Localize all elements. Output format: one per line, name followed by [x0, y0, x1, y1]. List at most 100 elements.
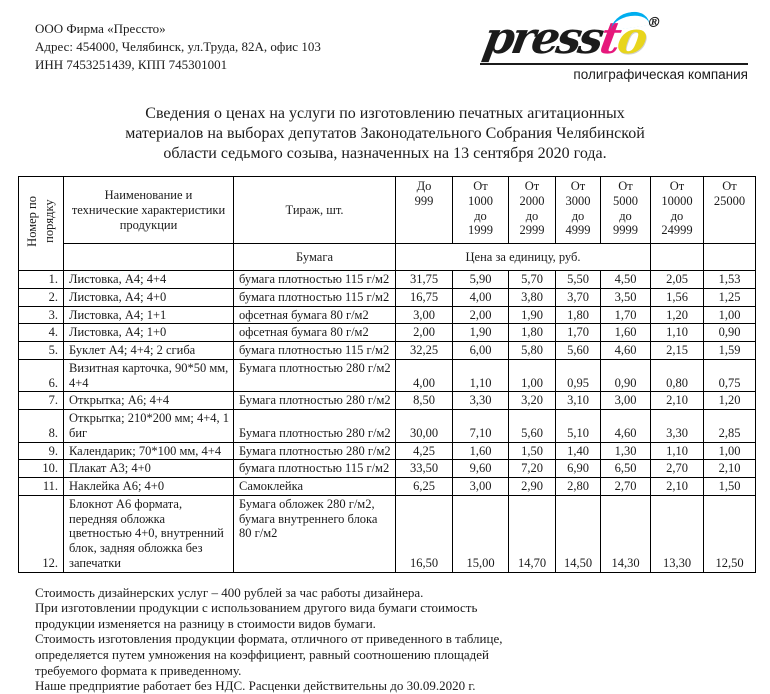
price-cell: 3,00 [600, 391, 651, 411]
note-line: При изготовлении продукции с использован… [35, 600, 478, 616]
header-empty-cell [703, 243, 756, 272]
product-name-cell: Открытка; 210*200 мм; 4+4, 1 биг [63, 409, 234, 443]
price-cell: 3,70 [555, 287, 601, 307]
price-cell: 5,90 [452, 270, 509, 289]
note-line: продукции изменяется на разницу в стоимо… [35, 615, 376, 631]
price-cell: 1,20 [650, 305, 704, 325]
price-cell: 0,75 [703, 358, 756, 393]
note-line: Стоимость изготовления продукции формата… [35, 631, 503, 647]
price-cell: 1,20 [703, 391, 756, 411]
document-title: Сведения о ценах на услуги по изготовлен… [125, 105, 645, 163]
price-table-head: Номер по порядку Наименование и техничес… [18, 176, 756, 272]
price-cell: 7,20 [508, 459, 556, 479]
price-cell: 0,90 [600, 358, 651, 393]
price-cell: 12,50 [703, 494, 756, 573]
product-name-cell: Листовка, А4; 4+4 [63, 270, 234, 289]
header-empty-cell [63, 243, 234, 272]
price-cell: 3,20 [508, 391, 556, 411]
logo-text-black: press [479, 13, 606, 64]
paper-type-cell: бумага плотностью 115 г/м2 [233, 270, 396, 289]
price-cell: 1,00 [703, 441, 756, 461]
price-cell: 1,90 [508, 305, 556, 325]
note-line: определяется путем умножения на коэффици… [35, 647, 489, 663]
company-logo: pressto® полиграфическая компания [480, 9, 748, 83]
logo-wordmark: pressto® [476, 9, 752, 64]
price-cell: 1,70 [555, 323, 601, 343]
row-number-cell: 1. [18, 270, 64, 289]
row-number-cell: 11. [18, 477, 64, 496]
price-cell: 5,60 [508, 409, 556, 443]
price-cell: 2,15 [650, 341, 704, 360]
document-header: ООО Фирма «Прессто» Адрес: 454000, Челяб… [0, 9, 770, 83]
price-cell: 4,00 [452, 287, 509, 307]
price-cell: 1,50 [703, 477, 756, 496]
paper-type-cell: бумага плотностью 115 г/м2 [233, 287, 396, 307]
price-cell: 14,50 [555, 494, 601, 573]
price-cell: 2,70 [600, 477, 651, 496]
table-row: 1. Листовка, А4; 4+4 бумага плотностью 115… [18, 270, 756, 289]
price-cell: 1,60 [600, 323, 651, 343]
note-line: Наше предприятие работает без НДС. Расце… [35, 678, 476, 694]
column-header-tirage: Тираж, шт. [233, 176, 396, 245]
product-name-cell: Визитная карточка, 90*50 мм, 4+4 [63, 358, 234, 393]
price-cell: 16,75 [395, 287, 453, 307]
price-cell: 1,60 [452, 441, 509, 461]
company-inn-kpp: ИНН 7453251439, КПП 745301001 [35, 57, 228, 73]
price-cell: 1,50 [508, 441, 556, 461]
price-cell: 1,30 [600, 441, 651, 461]
paper-type-cell: Бумага обложек 280 г/м2, бумага внутренн… [233, 494, 396, 573]
price-cell: 7,10 [452, 409, 509, 443]
price-cell: 6,00 [452, 341, 509, 360]
paper-type-cell: Самоклейка [233, 477, 396, 496]
price-cell: 1,10 [650, 323, 704, 343]
table-row: 9. Календарик; 70*100 мм, 4+4 Бумага плотн… [18, 441, 756, 461]
company-name: ООО Фирма «Прессто» [35, 21, 166, 36]
tier-range-header: От 2000 до 2999 [508, 176, 556, 245]
product-name-cell: Блокнот А6 формата, передняя обложка цве… [63, 494, 234, 573]
tier-range-header: От 3000 до 4999 [555, 176, 601, 245]
price-cell: 31,75 [395, 270, 453, 289]
price-cell: 33,50 [395, 459, 453, 479]
paper-type-cell: Бумага плотностью 280 г/м2 [233, 358, 396, 393]
tier-range-header: От 25000 [703, 176, 756, 245]
paper-type-cell: офсетная бумага 80 г/м2 [233, 323, 396, 343]
header-row-1: Номер по порядку Наименование и техничес… [18, 176, 756, 272]
column-header-paper: Бумага [233, 243, 396, 272]
price-cell: 2,90 [508, 477, 556, 496]
price-cell: 5,70 [508, 270, 556, 289]
paper-type-cell: бумага плотностью 115 г/м2 [233, 341, 396, 360]
price-cell: 1,10 [650, 441, 704, 461]
price-cell: 1,90 [452, 323, 509, 343]
column-header-number: Номер по порядку [18, 176, 64, 272]
price-cell: 1,53 [703, 270, 756, 289]
price-cell: 2,00 [395, 323, 453, 343]
note-line: требуемого формата к приведенному. [35, 662, 242, 678]
product-name-cell: Наклейка А6; 4+0 [63, 477, 234, 496]
paper-type-cell: Бумага плотностью 280 г/м2 [233, 441, 396, 461]
product-name-cell: Открытка; А6; 4+4 [63, 391, 234, 411]
table-row: 5. Буклет А4; 4+4; 2 сгиба бумага плотност… [18, 341, 756, 360]
paper-type-cell: бумага плотностью 115 г/м2 [233, 459, 396, 479]
table-row: 12. Блокнот А6 формата, передняя обложка … [18, 494, 756, 573]
price-cell: 4,25 [395, 441, 453, 461]
price-unit-note: Цена за единицу, руб. [395, 243, 651, 272]
price-cell: 1,00 [703, 305, 756, 325]
price-cell: 5,60 [555, 341, 601, 360]
row-number-cell: 2. [18, 287, 64, 307]
price-table-body: 1. Листовка, А4; 4+4 бумага плотностью 115… [18, 270, 756, 573]
table-row: 6. Визитная карточка, 90*50 мм, 4+4 Бумага… [18, 358, 756, 393]
price-cell: 14,30 [600, 494, 651, 573]
company-address: Адрес: 454000, Челябинск, ул.Труда, 82А,… [35, 39, 321, 55]
price-cell: 0,90 [703, 323, 756, 343]
logo-tagline: полиграфическая компания [573, 67, 748, 83]
row-number-cell: 7. [18, 391, 64, 411]
price-cell: 3,00 [452, 477, 509, 496]
row-number-cell: 6. [18, 358, 64, 393]
price-cell: 6,50 [600, 459, 651, 479]
price-cell: 9,60 [452, 459, 509, 479]
price-cell: 2,05 [650, 270, 704, 289]
price-cell: 2,80 [555, 477, 601, 496]
price-cell: 4,50 [600, 270, 651, 289]
price-cell: 32,25 [395, 341, 453, 360]
